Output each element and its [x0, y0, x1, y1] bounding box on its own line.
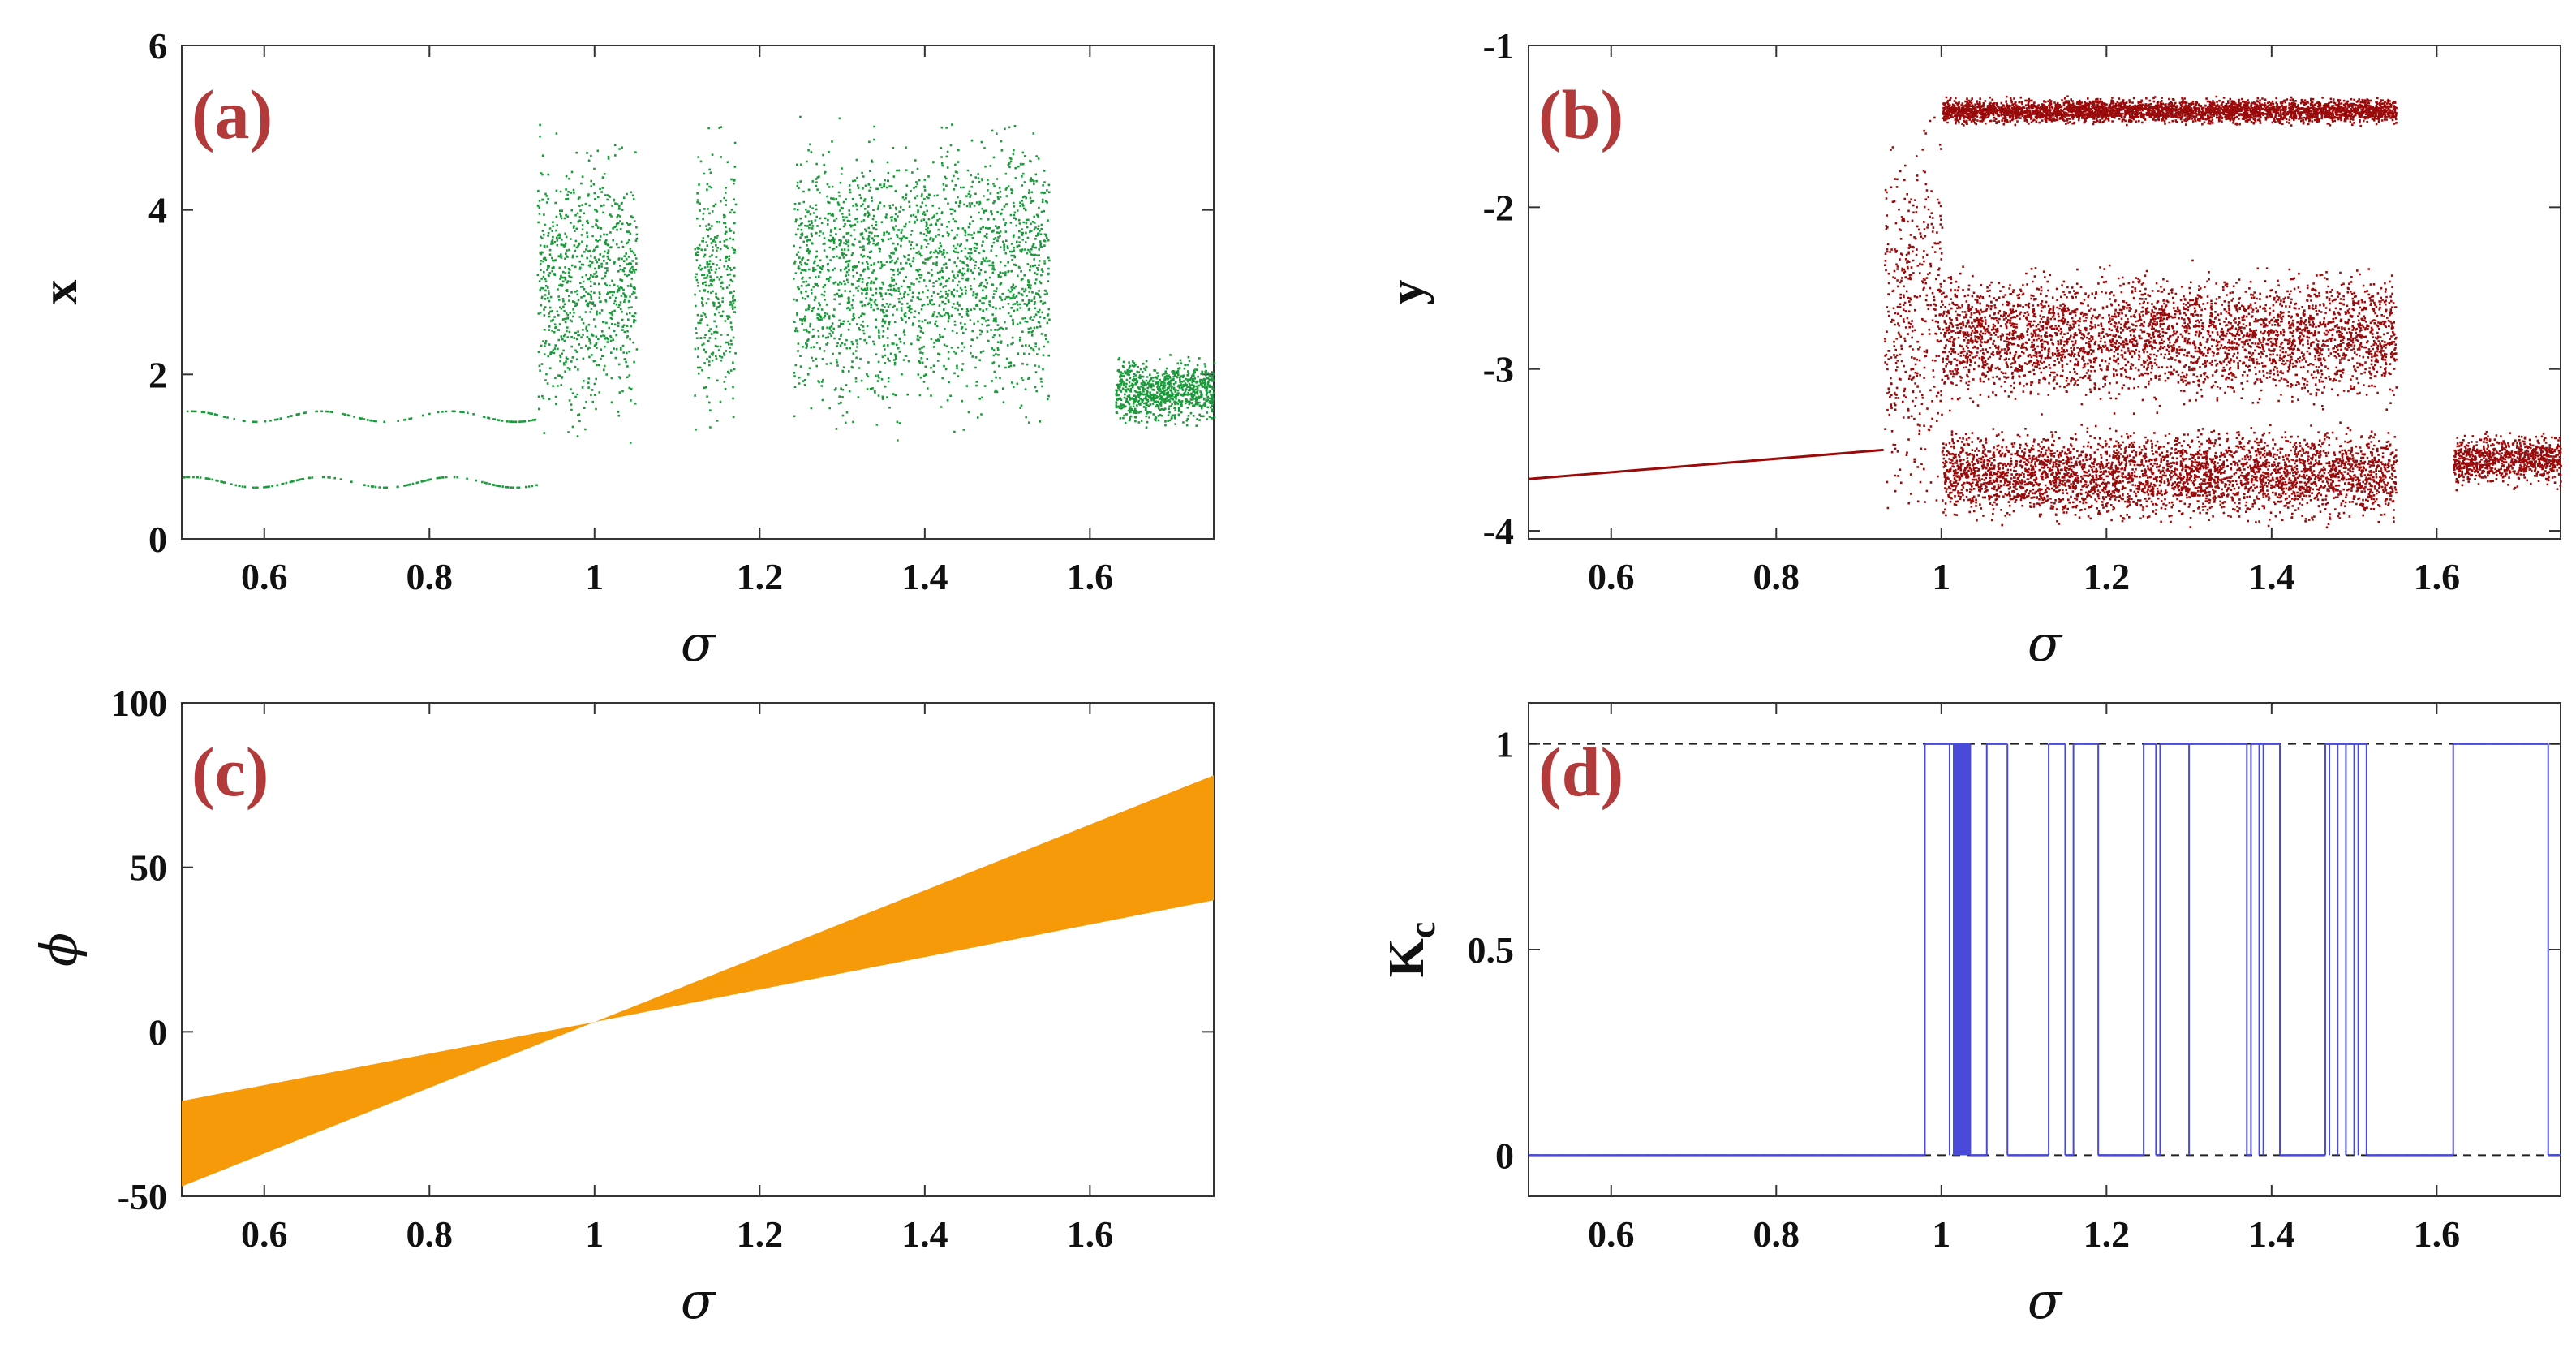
y-tick-label: -4 — [1483, 510, 1514, 552]
y-tick-label: 6 — [148, 25, 167, 67]
scatter-region — [536, 123, 639, 444]
y-tick-label: 0.5 — [1468, 929, 1515, 971]
y-tick-label: -1 — [1483, 25, 1514, 67]
branch-line — [1528, 448, 1884, 480]
plot-frame — [181, 702, 1215, 1197]
x-tick-label: 1.6 — [1067, 556, 1114, 597]
x-tick-label: 0.8 — [406, 556, 454, 597]
scatter-points — [1884, 95, 2562, 529]
scatter-points — [183, 115, 1216, 489]
x-tick-label: 0.8 — [1753, 556, 1800, 597]
y-tick-label: 0 — [148, 1011, 167, 1053]
y-tick-label: 1 — [1495, 724, 1514, 765]
panel-b-chart: 0.6 0.8 1 1.2 1.4 1.6 -4 -3 -2 -1 σ y (b) — [1379, 25, 2562, 673]
x-tick-label: 0.6 — [1588, 556, 1635, 597]
x-tick-label: 0.8 — [1753, 1213, 1800, 1255]
scatter-region — [1115, 354, 1216, 429]
scatter-point-cloud — [2453, 431, 2562, 492]
x-axis-label: σ — [2028, 1271, 2063, 1330]
scatter-region — [1942, 259, 2398, 416]
scatter-region — [1884, 116, 1944, 510]
x-tick-label: 0.8 — [406, 1213, 454, 1255]
panel-tag: (c) — [191, 733, 269, 811]
y-axis-label: x — [32, 280, 88, 305]
scatter-point-cloud — [694, 126, 738, 431]
x-tick-label: 1.6 — [2414, 556, 2461, 597]
scatter-point-cloud — [536, 123, 639, 444]
plot-frame — [1528, 702, 2561, 1197]
x-tick-label: 1.4 — [901, 556, 948, 597]
panel-tag: (d) — [1538, 733, 1623, 811]
scatter-region — [1942, 421, 2398, 529]
x-tick-label: 1.4 — [2248, 1213, 2295, 1255]
x-tick-label: 1 — [1932, 556, 1950, 597]
x-tick-label: 1 — [585, 1213, 604, 1255]
x-tick-label: 1.4 — [2248, 556, 2295, 597]
scatter-point-cloud — [1942, 259, 2398, 416]
y-tick-label: 0 — [148, 519, 167, 560]
scatter-point-cloud — [183, 410, 538, 489]
panel-tag: (b) — [1538, 75, 1623, 153]
y-axis-label: ϕ — [29, 933, 88, 967]
plot-frame — [1528, 45, 2561, 540]
x-axis-label: σ — [2028, 614, 2063, 673]
scatter-point-cloud — [1942, 95, 2398, 127]
y-tick-label: 50 — [130, 847, 167, 889]
x-tick-label: 1.4 — [901, 1213, 948, 1255]
x-axis-label: σ — [681, 614, 716, 673]
y-tick-label: 0 — [1495, 1135, 1514, 1176]
y-tick-label: 100 — [111, 683, 167, 724]
x-tick-label: 0.6 — [241, 1213, 288, 1255]
panel-c-chart: 0.6 0.8 1 1.2 1.4 1.6 -50 0 50 100 σ ϕ (c) — [29, 683, 1215, 1330]
x-tick-label: 1.2 — [2084, 556, 2131, 597]
scatter-region — [694, 126, 738, 431]
y-axis-label: y — [1379, 280, 1434, 305]
y-tick-label: -2 — [1483, 187, 1514, 228]
x-tick-label: 1.2 — [2084, 1213, 2131, 1255]
plot-frame — [181, 45, 1215, 540]
y-axis-label-subscript: c — [1401, 922, 1443, 938]
panel-a-chart: 0.6 0.8 1 1.2 1.4 1.6 0 2 4 6 σ x (a) — [32, 25, 1216, 673]
y-axis-label: Kc — [1379, 922, 1443, 978]
scatter-region — [793, 115, 1051, 442]
scatter-point-cloud — [793, 115, 1051, 442]
panel-d-chart: 0.6 0.8 1 1.2 1.4 1.6 0 0.5 1 σ Kc (d) — [1379, 702, 2561, 1330]
y-tick-label: -50 — [118, 1176, 167, 1217]
phi-band-area — [182, 775, 1214, 1187]
y-tick-label: 2 — [148, 354, 167, 395]
scatter-region — [183, 410, 538, 489]
scatter-point-cloud — [1115, 354, 1216, 429]
x-tick-label: 0.6 — [1588, 1213, 1635, 1255]
x-tick-label: 1.6 — [2414, 1213, 2461, 1255]
panel-tag: (a) — [191, 75, 273, 153]
scatter-point-cloud — [1942, 421, 2398, 529]
y-tick-label: 4 — [148, 190, 167, 231]
x-tick-label: 0.6 — [241, 556, 288, 597]
scatter-point-cloud — [1884, 116, 1944, 510]
y-tick-label: -3 — [1483, 349, 1514, 390]
scatter-region — [2453, 431, 2562, 492]
x-tick-label: 1 — [1932, 1213, 1950, 1255]
x-tick-label: 1.2 — [737, 1213, 784, 1255]
x-tick-label: 1 — [585, 556, 604, 597]
x-tick-label: 1.2 — [737, 556, 784, 597]
x-axis-label: σ — [681, 1271, 716, 1330]
x-tick-label: 1.6 — [1067, 1213, 1114, 1255]
scatter-region — [1942, 95, 2398, 127]
